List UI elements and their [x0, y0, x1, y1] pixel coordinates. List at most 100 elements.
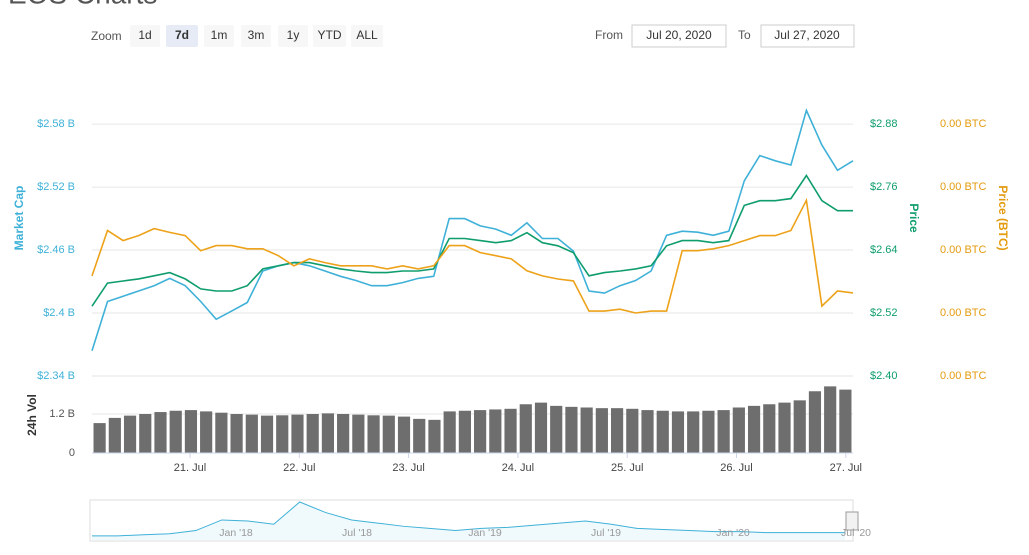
to-label: To: [738, 28, 751, 42]
volume-bar: [504, 408, 517, 453]
x-tick-label: 25. Jul: [611, 462, 643, 474]
x-tick-label: 27. Jul: [830, 462, 862, 474]
zoom-button[interactable]: [351, 25, 383, 47]
volume-bar: [139, 414, 152, 453]
navigator-area: [92, 502, 845, 540]
volume-bar: [671, 411, 685, 453]
zoom-button-label[interactable]: 1m: [211, 28, 228, 42]
volume-bar: [123, 415, 137, 453]
volume-bar: [611, 408, 624, 453]
volume-bar: [534, 402, 548, 453]
volume-bar: [580, 407, 593, 453]
navigator-label: Jul '18: [342, 527, 372, 539]
zoom-button[interactable]: [166, 25, 198, 47]
y-axis-title: Market Cap: [12, 186, 26, 251]
y2-axis-title: Price: [907, 203, 921, 233]
x-tick-label: 23. Jul: [392, 462, 424, 474]
volume-bar: [321, 413, 334, 453]
volume-bar: [337, 414, 350, 453]
volume-bar: [200, 411, 213, 453]
volume-bar: [367, 415, 380, 453]
zoom-button-label[interactable]: ALL: [356, 28, 378, 42]
navigator-label: Jan '18: [219, 527, 253, 539]
volume-bar: [793, 400, 806, 453]
x-tick-label: 22. Jul: [283, 462, 315, 474]
volume-bar: [489, 409, 502, 453]
volume-bar: [413, 418, 426, 453]
zoom-button[interactable]: [278, 25, 308, 47]
page-title: EOS Charts: [8, 0, 157, 9]
series-line: [91, 108, 854, 352]
volume-bar: [230, 414, 243, 453]
volume-bar: [397, 416, 411, 453]
from-label: From: [595, 28, 623, 42]
to-input[interactable]: [760, 24, 855, 48]
from-input[interactable]: [631, 24, 727, 48]
to-value[interactable]: Jul 27, 2020: [774, 28, 840, 42]
volume-bar: [474, 410, 487, 453]
zoom-button-label[interactable]: 3m: [248, 28, 265, 42]
series-line: [91, 174, 853, 307]
navigator-line: [92, 501, 845, 537]
volume-bar: [93, 423, 106, 453]
y-tick-label: $2.76: [870, 181, 898, 193]
volume-bar: [656, 410, 669, 453]
navigator-label: Jan '20: [716, 527, 750, 539]
y-tick-label: 0.00 BTC: [940, 118, 987, 130]
navigator-handle[interactable]: [845, 511, 859, 531]
x-tick-label: 26. Jul: [720, 462, 752, 474]
volume-bar: [626, 408, 639, 453]
navigator-label: Jul '19: [591, 527, 621, 539]
y-tick-label: $2.34 B: [37, 370, 75, 382]
volume-bar: [428, 419, 441, 453]
volume-bar: [458, 410, 471, 453]
zoom-button-label[interactable]: YTD: [318, 28, 342, 42]
zoom-button-label[interactable]: 7d: [175, 28, 189, 42]
volume-bar: [382, 415, 395, 453]
volume-bar: [352, 414, 365, 453]
volume-bar: [215, 412, 228, 453]
zoom-button[interactable]: [241, 25, 271, 47]
x-tick-label: 24. Jul: [502, 462, 534, 474]
volume-bar: [260, 415, 274, 453]
y-tick-label: $2.40: [870, 370, 898, 382]
y-tick-label: 0.00 BTC: [940, 307, 987, 319]
volume-bar: [595, 408, 608, 453]
y-tick-label: 0.00 BTC: [940, 244, 987, 256]
volume-bar: [550, 405, 563, 453]
zoom-button[interactable]: [313, 25, 346, 47]
volume-bar: [839, 389, 852, 453]
volume-bar: [443, 411, 456, 453]
volume-tick-label: 0: [69, 447, 75, 459]
volume-bar: [824, 386, 837, 453]
y-tick-label: 0.00 BTC: [940, 181, 987, 193]
volume-bar: [245, 414, 258, 453]
volume-bar: [717, 410, 730, 453]
volume-tick-label: 1.2 B: [49, 408, 75, 420]
volume-bar: [778, 402, 791, 453]
y-tick-label: 0.00 BTC: [940, 370, 987, 382]
volume-bar: [184, 410, 198, 453]
volume-bar: [687, 411, 700, 453]
volume-bar: [763, 404, 776, 453]
volume-bar: [291, 414, 304, 453]
zoom-label: Zoom: [91, 29, 122, 43]
volume-bar: [747, 405, 761, 453]
y-tick-label: $2.58 B: [37, 118, 75, 130]
zoom-button[interactable]: [130, 25, 160, 47]
volume-bar: [519, 404, 532, 453]
volume-axis-title: 24h Vol: [25, 394, 39, 436]
volume-bar: [565, 406, 578, 453]
y-tick-label: $2.88: [870, 118, 898, 130]
y-tick-label: $2.52: [870, 307, 898, 319]
volume-bar: [732, 407, 745, 453]
zoom-button[interactable]: [204, 25, 234, 47]
from-value[interactable]: Jul 20, 2020: [646, 28, 712, 42]
y-tick-label: $2.46 B: [37, 244, 75, 256]
zoom-button-label[interactable]: 1y: [287, 28, 300, 42]
zoom-button-label[interactable]: 1d: [138, 28, 151, 42]
navigator-label: Jul '20: [841, 527, 871, 539]
series-line: [91, 197, 854, 314]
y-tick-label: $2.4 B: [43, 307, 75, 319]
